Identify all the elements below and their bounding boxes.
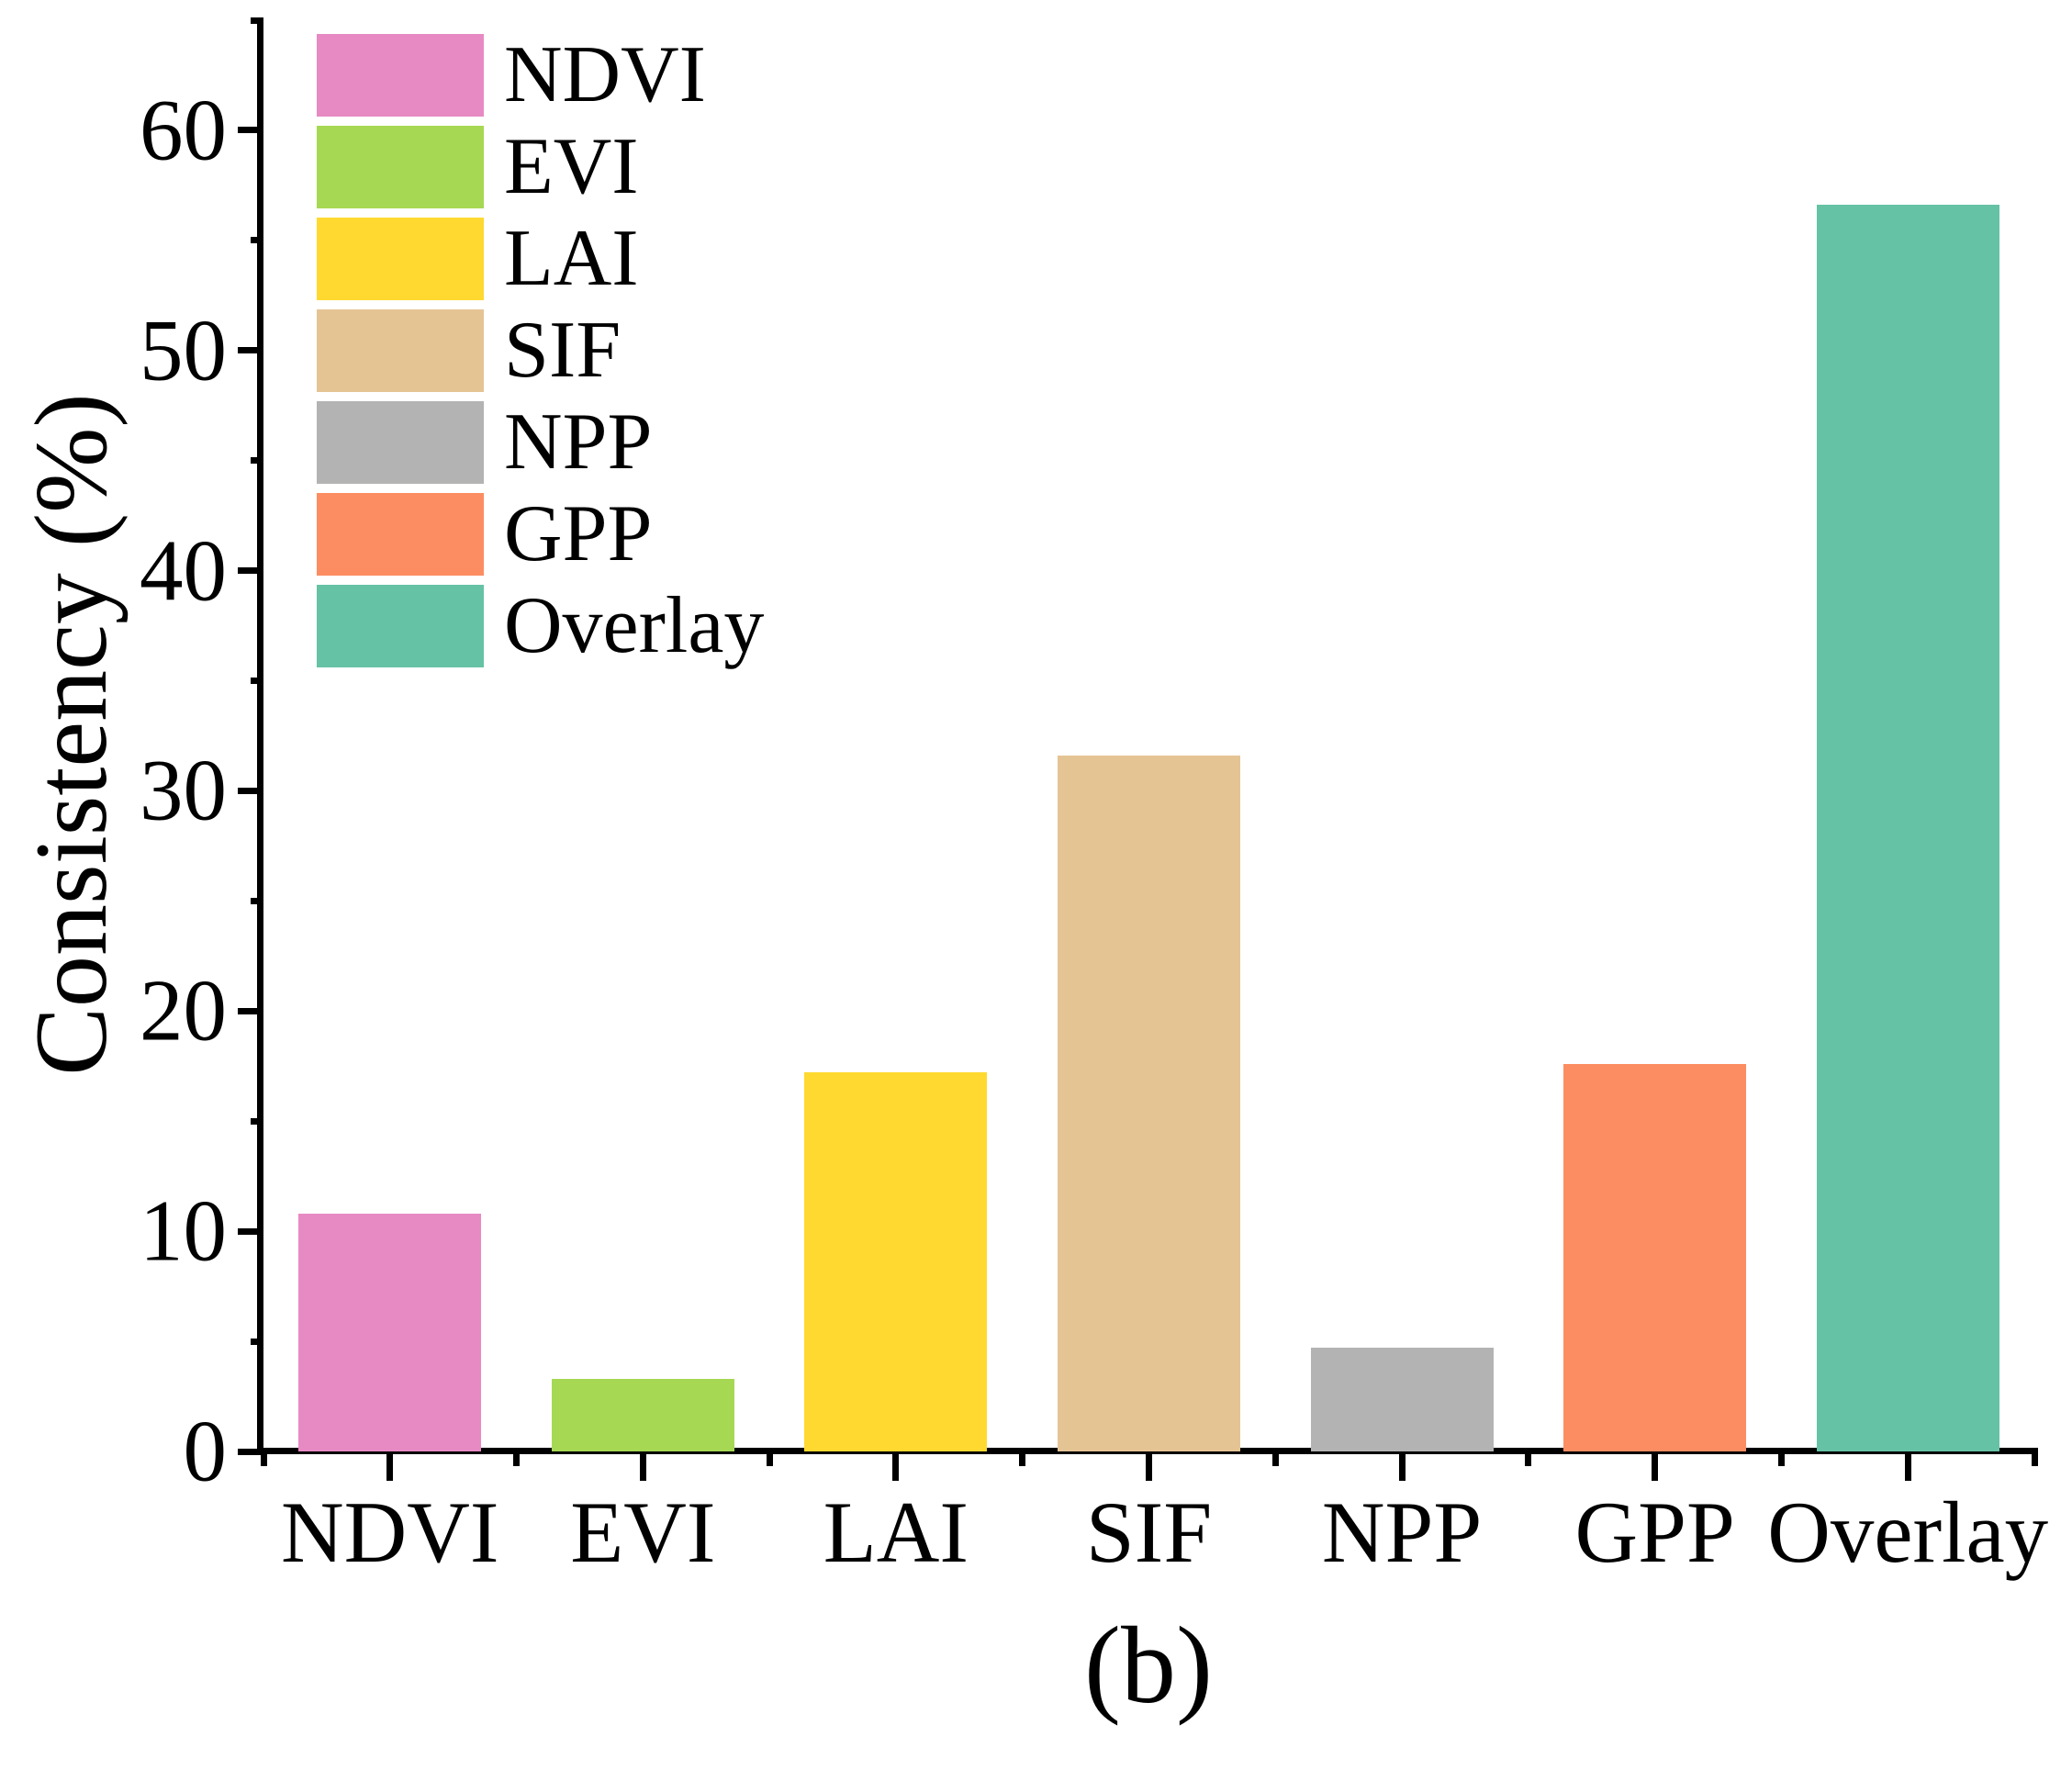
x-minor-tick <box>260 1451 267 1466</box>
bar-overlay <box>1816 205 1999 1451</box>
y-minor-tick <box>251 678 263 685</box>
legend-swatch-npp <box>317 401 484 484</box>
legend-label-gpp: GPP <box>504 489 653 578</box>
x-tick-label-evi: EVI <box>570 1484 716 1581</box>
x-major-tick <box>1398 1451 1406 1481</box>
x-minor-tick <box>1271 1451 1279 1466</box>
y-major-tick <box>238 1448 263 1455</box>
legend-label-sif: SIF <box>504 306 622 395</box>
x-tick-label-lai: LAI <box>823 1484 969 1581</box>
bar-evi <box>551 1378 734 1451</box>
y-tick-label-10: 10 <box>140 1182 227 1280</box>
x-tick-label-npp: NPP <box>1321 1484 1483 1581</box>
y-tick-label-50: 50 <box>140 301 227 399</box>
legend: NDVI EVI LAI SIF NPP GPP Overlay <box>317 34 764 677</box>
y-minor-tick <box>251 1338 263 1345</box>
x-major-tick <box>892 1451 900 1481</box>
x-major-tick <box>639 1451 646 1481</box>
legend-item-lai: LAI <box>317 218 764 300</box>
legend-item-evi: EVI <box>317 126 764 208</box>
legend-label-npp: NPP <box>504 398 653 487</box>
x-major-tick <box>1904 1451 1911 1481</box>
y-tick-label-60: 60 <box>140 81 227 179</box>
y-major-tick <box>238 1007 263 1014</box>
legend-swatch-ndvi <box>317 34 484 117</box>
legend-label-lai: LAI <box>504 214 639 303</box>
x-minor-tick <box>2031 1451 2038 1466</box>
legend-swatch-evi <box>317 126 484 208</box>
y-axis-title: Consistency (%) <box>15 393 129 1076</box>
legend-swatch-sif <box>317 309 484 392</box>
y-tick-label-20: 20 <box>140 961 227 1059</box>
y-tick-label-0: 0 <box>183 1402 228 1500</box>
y-major-tick <box>238 347 263 354</box>
y-tick-label-40: 40 <box>140 521 227 620</box>
figure-label: (b) <box>1084 1604 1213 1726</box>
x-tick-label-gpp: GPP <box>1574 1484 1735 1581</box>
y-minor-tick <box>251 457 263 465</box>
x-tick-label-overlay: Overlay <box>1767 1484 2049 1581</box>
legend-item-npp: NPP <box>317 401 764 484</box>
legend-item-ndvi: NDVI <box>317 34 764 117</box>
legend-swatch-lai <box>317 218 484 300</box>
legend-swatch-gpp <box>317 493 484 576</box>
y-minor-tick <box>251 237 263 244</box>
x-tick-label-ndvi: NDVI <box>281 1484 499 1581</box>
legend-label-ndvi: NDVI <box>504 30 706 119</box>
x-minor-tick <box>513 1451 521 1466</box>
y-major-tick <box>238 567 263 575</box>
x-minor-tick <box>1525 1451 1532 1466</box>
y-axis-line <box>257 20 263 1454</box>
x-major-tick <box>386 1451 394 1481</box>
x-tick-label-sif: SIF <box>1085 1484 1213 1581</box>
x-minor-tick <box>1019 1451 1026 1466</box>
x-minor-tick <box>766 1451 773 1466</box>
legend-swatch-overlay <box>317 585 484 667</box>
y-minor-tick <box>251 17 263 24</box>
y-minor-tick <box>251 1117 263 1125</box>
x-major-tick <box>1146 1451 1152 1481</box>
bar-lai <box>804 1072 988 1451</box>
y-tick-label-30: 30 <box>140 741 227 839</box>
bar-npp <box>1310 1348 1494 1451</box>
y-minor-tick <box>251 897 263 904</box>
bar-gpp <box>1563 1063 1747 1451</box>
y-major-tick <box>238 1227 263 1235</box>
bar-sif <box>1058 756 1240 1451</box>
y-major-tick <box>238 787 263 794</box>
legend-label-evi: EVI <box>504 122 639 211</box>
y-major-tick <box>238 127 263 134</box>
legend-item-sif: SIF <box>317 309 764 392</box>
x-major-tick <box>1652 1451 1659 1481</box>
legend-item-gpp: GPP <box>317 493 764 576</box>
legend-item-overlay: Overlay <box>317 585 764 667</box>
x-minor-tick <box>1777 1451 1785 1466</box>
bar-ndvi <box>298 1213 482 1451</box>
legend-label-overlay: Overlay <box>504 581 765 670</box>
